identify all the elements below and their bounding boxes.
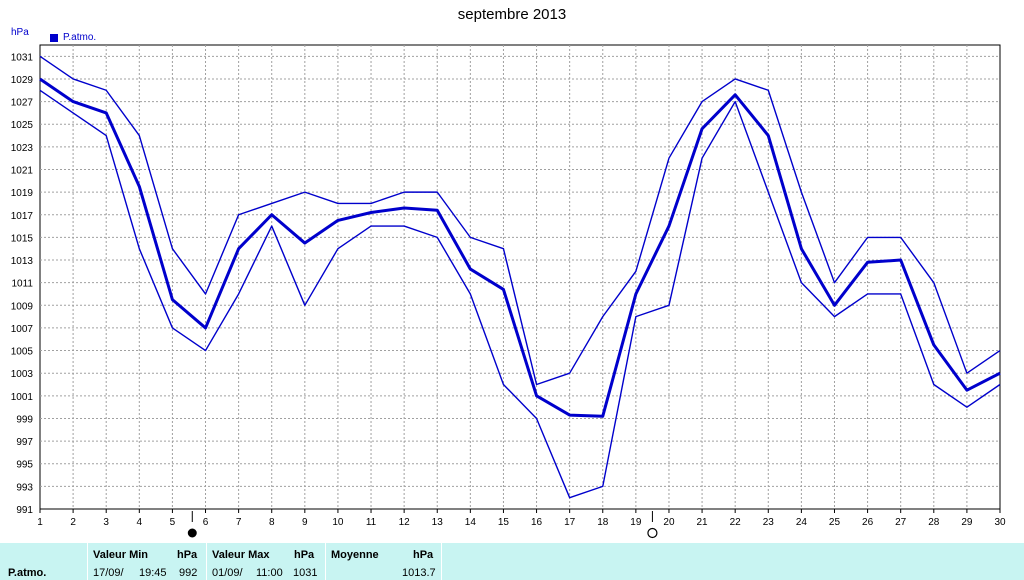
x-tick-label: 30 (994, 517, 1006, 528)
y-tick-label: 999 (16, 414, 33, 425)
y-tick-label: 1031 (11, 52, 34, 63)
stats-separator (325, 543, 326, 580)
avg-header: Moyenne (331, 549, 379, 561)
stats-separator (206, 543, 207, 580)
max-time: 11:00 (256, 567, 283, 579)
series-line-mean (39, 77, 1001, 418)
x-tick-label: 14 (465, 517, 477, 528)
x-tick-label: 12 (399, 517, 411, 528)
y-tick-label: 1029 (11, 75, 34, 86)
y-tick-label: 1009 (11, 301, 34, 312)
x-tick-label: 22 (730, 517, 742, 528)
max-value: 1031 (293, 567, 318, 579)
y-tick-label: 1007 (11, 324, 34, 335)
x-tick-label: 29 (961, 517, 973, 528)
stats-separator (87, 543, 88, 580)
max-header: Valeur Max (212, 549, 270, 561)
y-tick-label: 1011 (11, 279, 33, 290)
x-tick-label: 7 (236, 517, 242, 528)
y-tick-label: 991 (16, 505, 33, 516)
y-tick-label: 1015 (11, 233, 34, 244)
x-tick-label: 25 (829, 517, 841, 528)
series-line-max (39, 55, 1001, 386)
x-tick-label: 23 (763, 517, 775, 528)
min-unit: hPa (177, 549, 198, 561)
new-moon-icon (187, 528, 197, 538)
x-tick-label: 4 (137, 517, 143, 528)
x-tick-label: 28 (928, 517, 940, 528)
x-tick-label: 3 (103, 517, 109, 528)
x-tick-label: 21 (697, 517, 709, 528)
x-tick-label: 8 (269, 517, 275, 528)
x-tick-label: 15 (498, 517, 510, 528)
x-tick-label: 26 (862, 517, 874, 528)
plot-area (39, 44, 1001, 510)
x-tick-label: 6 (203, 517, 209, 528)
x-tick-label: 17 (564, 517, 576, 528)
min-time: 19:45 (139, 567, 167, 579)
min-value: 992 (179, 567, 198, 579)
y-axis-unit: hPa (11, 27, 29, 38)
y-tick-label: 1003 (11, 369, 34, 380)
x-tick-label: 18 (597, 517, 609, 528)
max-unit: hPa (294, 549, 315, 561)
y-tick-label: 1021 (11, 165, 34, 176)
avg-unit: hPa (413, 549, 434, 561)
y-tick-label: 1017 (11, 211, 34, 222)
x-tick-label: 1 (37, 517, 43, 528)
x-tick-label: 16 (531, 517, 543, 528)
min-header: Valeur Min (93, 549, 149, 561)
y-tick-label: 993 (16, 482, 33, 493)
stats-row-label: P.atmo. (8, 567, 47, 579)
y-tick-label: 1005 (11, 347, 34, 358)
x-tick-label: 24 (796, 517, 808, 528)
x-tick-label: 2 (70, 517, 76, 528)
x-tick-label: 10 (332, 517, 344, 528)
legend: P.atmo. (50, 32, 96, 43)
stats-table: P.atmo. Valeur Min hPa 17/09/ 19:45 992 … (0, 543, 1024, 580)
x-tick-label: 9 (302, 517, 308, 528)
x-tick-label: 11 (366, 517, 377, 528)
y-tick-label: 1019 (11, 188, 34, 199)
avg-value: 1013.7 (402, 567, 436, 579)
full-moon-icon (647, 527, 658, 539)
x-tick-label: 13 (432, 517, 444, 528)
y-tick-label: 997 (16, 437, 33, 448)
x-tick-label: 20 (663, 517, 675, 528)
x-tick-label: 19 (630, 517, 642, 528)
chart-title: septembre 2013 (457, 6, 567, 23)
x-tick-label: 5 (170, 517, 176, 528)
y-tick-label: 1023 (11, 143, 34, 154)
y-tick-label: 1027 (11, 98, 34, 109)
x-tick-label: 27 (895, 517, 907, 528)
stats-separator (441, 543, 442, 580)
max-date: 01/09/ (212, 567, 243, 579)
y-tick-label: 1025 (11, 120, 34, 131)
legend-label: P.atmo. (63, 32, 97, 43)
pressure-chart: 9919939959979991001100310051007100910111… (11, 44, 1006, 539)
y-tick-label: 1001 (11, 392, 34, 403)
legend-swatch (50, 33, 58, 42)
y-tick-label: 995 (16, 460, 33, 471)
min-date: 17/09/ (93, 567, 124, 579)
y-tick-label: 1013 (11, 256, 34, 267)
series-line-min (39, 89, 1001, 499)
